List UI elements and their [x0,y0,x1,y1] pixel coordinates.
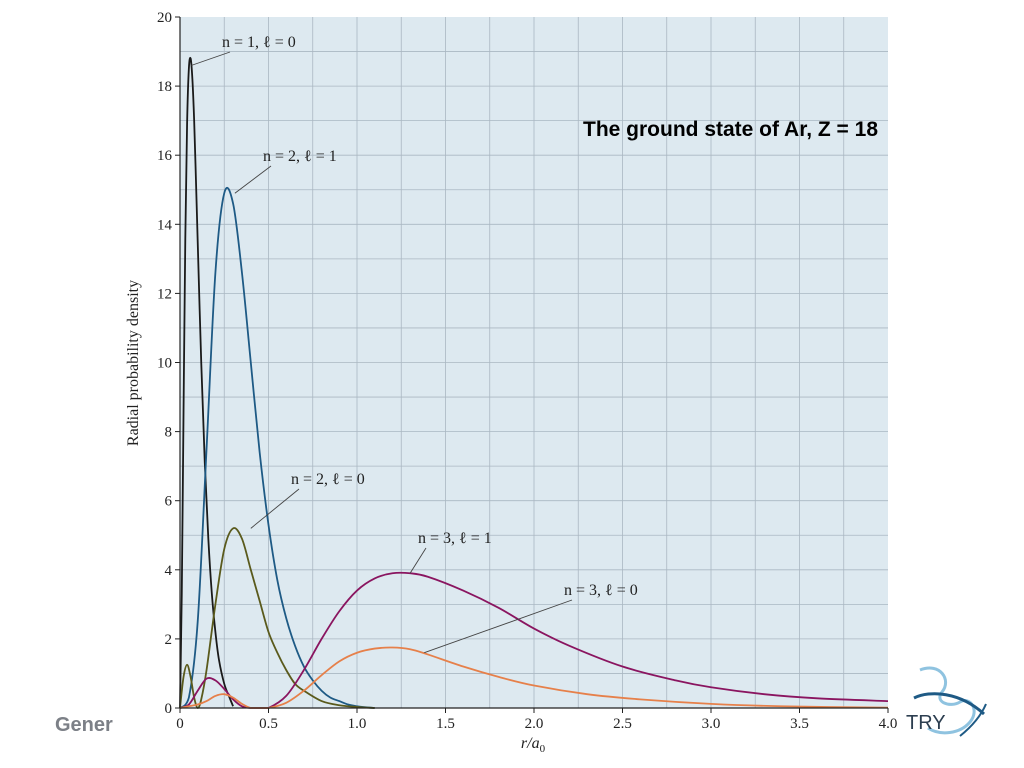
x-tick-label: 0 [176,716,184,732]
y-tick-label: 18 [157,79,172,95]
x-axis-label: r/a0 [521,735,546,755]
series-line-1 [179,187,375,709]
x-tick-label: 3.0 [702,716,721,732]
y-tick-label: 10 [157,356,172,372]
x-tick-label: 2.0 [525,716,544,732]
curve-label-leader [191,51,231,66]
y-tick-label: 2 [165,632,173,648]
chart-title: The ground state of Ar, Z = 18 [583,118,879,141]
series-line-2 [179,527,375,709]
curve-label-leader [234,165,272,194]
curve-label-0: n = 1, ℓ = 0 [222,34,296,51]
curve-label-2: n = 2, ℓ = 0 [291,471,365,488]
series-line-3 [179,571,889,709]
x-tick-label: 1.0 [348,716,367,732]
footer-text: Gener [55,714,113,736]
y-tick-label: 4 [165,563,173,579]
series-line-4 [179,646,889,709]
curve-label-leader [250,488,300,529]
y-tick-label: 20 [157,10,172,26]
y-tick-label: 6 [165,494,173,510]
curve-label-4: n = 3, ℓ = 0 [564,582,638,599]
logo-swirl-icon [913,666,987,737]
y-tick-label: 0 [165,701,173,717]
x-tick-label: 3.5 [790,716,809,732]
y-axis-label: Radial probability density [125,280,142,446]
curve-label-1: n = 2, ℓ = 1 [263,148,337,165]
y-tick-label: 14 [157,217,173,233]
series-line-0 [179,56,234,709]
x-tick-label: 1.5 [436,716,455,732]
curve-label-3: n = 3, ℓ = 1 [418,530,492,547]
curve-label-leader [424,599,573,654]
x-tick-label: 4.0 [879,716,898,732]
x-tick-label: 2.5 [613,716,632,732]
logo-text: TRY [906,712,946,734]
x-tick-label: 0.5 [259,716,278,732]
chemistry-logo: TRY [900,662,990,752]
curve-label-leader [409,547,427,574]
y-tick-label: 8 [165,425,173,441]
y-tick-label: 16 [157,148,173,164]
y-tick-label: 12 [157,286,172,302]
